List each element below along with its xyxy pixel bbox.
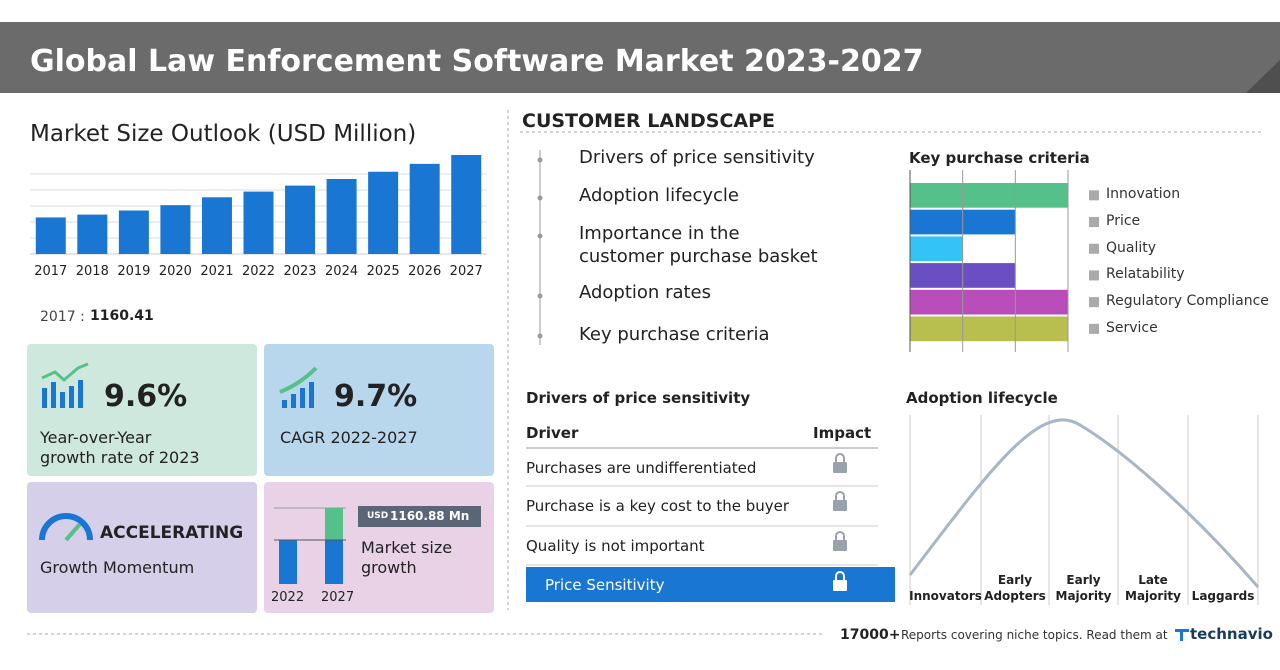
kpi-value: ACCELERATING [100,523,244,543]
x-tick-label: 2024 [325,264,359,279]
table-cell: Purchases are undifferentiated [526,459,757,477]
legend-swatch [1089,243,1099,254]
kpc-chart [909,170,1099,352]
x-tick-label: 2022 [241,264,276,279]
bar [326,178,357,254]
year-label: 2027 [321,590,355,605]
bar [368,171,399,254]
first-year-label: 2017 : [40,309,85,325]
x-tick-label: 2026 [408,264,442,279]
list-item: Adoption rates [579,282,712,303]
bar [409,163,440,254]
section-title: Key purchase criteria [909,149,1090,167]
section-title: Drivers of price sensitivity [526,389,751,407]
list-item: Key purchase criteria [579,324,770,345]
legend-label: Quality [1106,239,1157,256]
legend-swatch [1089,297,1099,308]
table-cell: Quality is not important [526,537,705,555]
table-cell: Purchase is a key cost to the buyer [526,497,790,515]
section-title: CUSTOMER LANDSCAPE [522,110,776,132]
landscape-list [537,150,543,345]
x-tick-label: 2020 [158,264,192,279]
bar [201,197,232,254]
x-tick-label: 2017 [34,264,68,279]
header-corner [1246,60,1280,93]
table-cell: Price Sensitivity [545,576,665,594]
table-header: Impact [813,424,872,442]
legend-swatch [1089,270,1099,281]
kpi-label: Year-over-Year growth rate of 2023 [40,428,200,467]
growth-icon [41,362,89,408]
header-bar [0,22,1280,93]
title: Global Law Enforcement Software Market 2… [30,44,924,79]
x-tick-label: 2019 [117,264,151,279]
kpi-value: 9.7% [334,379,418,414]
bar [35,217,66,254]
first-year-value: 1160.41 [90,308,154,324]
legend-swatch [1089,190,1099,201]
legend-label: Price [1106,213,1141,230]
list-item: Adoption lifecycle [579,185,739,206]
lock-icons [833,453,847,591]
legend-label: Innovation [1106,186,1181,203]
legend-label: Relatability [1106,266,1185,283]
stage-label: Early Majority [1055,573,1112,603]
bar [243,191,274,254]
bar [910,236,963,262]
legend-swatch [1089,323,1099,334]
footer-count: 17000+ [840,627,901,643]
x-tick-label: 2027 [449,264,483,279]
card [27,482,257,613]
x-tick-label: 2021 [200,264,234,279]
stage-label: Laggards [1191,589,1255,603]
bar [910,316,1068,342]
brand: technavio [1190,625,1273,643]
card [27,344,257,476]
kpi-label: Growth Momentum [40,558,195,577]
section-title: Adoption lifecycle [906,389,1058,407]
x-tick-label: 2018 [75,264,109,279]
bar [160,205,191,254]
x-tick-label: 2023 [283,264,317,279]
year-label: 2022 [271,590,305,605]
kpi-label: CAGR 2022-2027 [280,428,418,447]
legend-label: Service [1106,319,1158,336]
bar [77,214,108,254]
footer-text: Reports covering niche topics. Read them… [901,628,1168,642]
kpi-value: 9.6% [104,379,188,414]
bar [910,289,1068,315]
bar [118,210,149,254]
bar [451,155,482,254]
card [264,344,494,476]
growth-label: Market size growth [361,538,453,577]
adoption-chart [908,415,1260,605]
section-title: Market Size Outlook (USD Million) [30,121,417,147]
value-badge [358,506,481,527]
stage-label: Early Adopters [984,573,1046,603]
gauge-icon [39,513,93,542]
legend-label: Regulatory Compliance [1106,293,1269,310]
market-chart [30,155,487,255]
cagr-icon [279,366,318,408]
list-item: Importance in the customer purchase bask… [579,223,818,267]
brand-icon [1175,629,1189,641]
bar [285,185,316,254]
mini-bars [274,507,346,584]
growth-value: 1160.88 Mn [390,509,470,523]
table-header: Driver [526,424,579,442]
legend-swatch [1089,217,1099,228]
stage-label: Late Majority [1125,573,1181,603]
list-item: Drivers of price sensitivity [579,147,815,168]
bar [910,183,1068,208]
currency: USD [367,511,389,521]
stage-label: Innovators [909,589,982,603]
table-lines [526,447,878,566]
x-tick-label: 2025 [366,264,400,279]
